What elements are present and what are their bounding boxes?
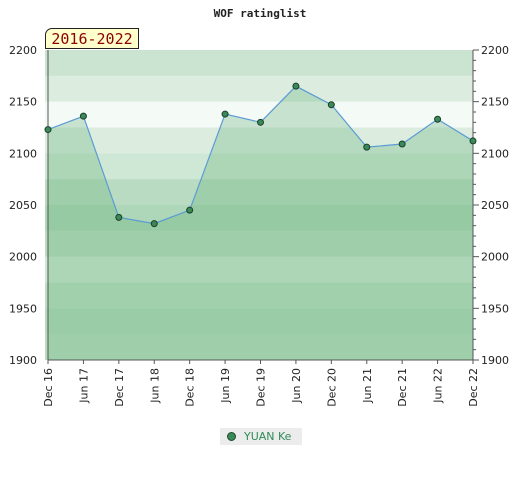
- background-band: [45, 334, 473, 360]
- area-fill: [48, 86, 473, 361]
- background-band: [45, 127, 473, 154]
- y-tick-label-left: 2200: [9, 44, 37, 57]
- background-band: [45, 308, 473, 335]
- y-tick-label-right: 2100: [481, 147, 509, 160]
- y-tick-label-left: 1900: [9, 354, 37, 367]
- y-tick-label-right: 1900: [481, 354, 509, 367]
- data-point[interactable]: [115, 213, 123, 221]
- x-tick-label: Dec 20: [325, 368, 338, 407]
- x-tick-label: Jun 17: [77, 368, 90, 404]
- y-tick-label-left: 2150: [9, 96, 37, 109]
- data-point[interactable]: [257, 118, 264, 126]
- data-point[interactable]: [434, 115, 442, 123]
- x-tick-label: Jun 21: [361, 368, 374, 404]
- data-point[interactable]: [150, 220, 158, 228]
- x-axis-labels: Dec 16 Jun 17 Dec 17 Jun 18 Dec 18 Jun 19 Dec …: [42, 368, 480, 407]
- x-tick-label: Jun 18: [148, 368, 161, 404]
- y-tick-label-right: 2150: [481, 96, 509, 109]
- y-axis-labels: 1900 1900 1950 1950 2000 2000 2050 2050 2100 2100…: [9, 44, 509, 367]
- y-tick-label-left: 1950: [9, 302, 37, 315]
- y-tick-label-right: 2050: [481, 199, 509, 212]
- background-band: [45, 256, 473, 283]
- data-point[interactable]: [363, 143, 371, 151]
- series-line: [44, 82, 477, 228]
- background-band: [45, 230, 473, 257]
- data-point[interactable]: [398, 140, 406, 148]
- data-point[interactable]: [221, 110, 229, 118]
- data-point[interactable]: [79, 112, 87, 120]
- data-point[interactable]: [292, 82, 300, 90]
- y-tick-label-right: 2000: [481, 251, 509, 264]
- x-tick-label: Dec 18: [184, 368, 197, 407]
- background-band: [45, 50, 473, 76]
- x-tick-label: Dec 19: [255, 368, 268, 407]
- x-tick-label: Jun 19: [219, 368, 232, 404]
- x-tick-label: Jun 22: [432, 368, 445, 404]
- y-tick-label-right: 1950: [481, 302, 509, 315]
- background-band: [45, 179, 473, 205]
- data-point[interactable]: [186, 206, 194, 214]
- x-tick-label: Dec 22: [467, 368, 480, 407]
- x-tick-label: Dec 21: [396, 368, 409, 407]
- chart-title: WOF ratinglist: [214, 7, 307, 20]
- data-point[interactable]: [327, 101, 335, 109]
- legend[interactable]: YUAN Ke: [220, 428, 302, 445]
- period-label: 2016-2022: [45, 28, 139, 49]
- y-tick-label-left: 2000: [9, 251, 37, 264]
- data-point[interactable]: [44, 126, 52, 134]
- y-tick-label-left: 2050: [9, 199, 37, 212]
- y-tick-label-right: 2200: [481, 44, 509, 57]
- y-tick-label-left: 2100: [9, 147, 37, 160]
- series-area: [48, 86, 473, 361]
- data-point[interactable]: [469, 137, 477, 145]
- x-tick-label: Dec 17: [113, 368, 126, 407]
- axes: [47, 49, 479, 364]
- background-band: [45, 282, 473, 309]
- legend-series-name: YUAN Ke: [244, 430, 292, 443]
- background-band: [45, 75, 473, 102]
- background-band: [45, 153, 473, 180]
- x-tick-label: Jun 20: [290, 368, 303, 404]
- legend-marker-icon: [227, 432, 236, 441]
- x-tick-label: Dec 16: [42, 368, 55, 407]
